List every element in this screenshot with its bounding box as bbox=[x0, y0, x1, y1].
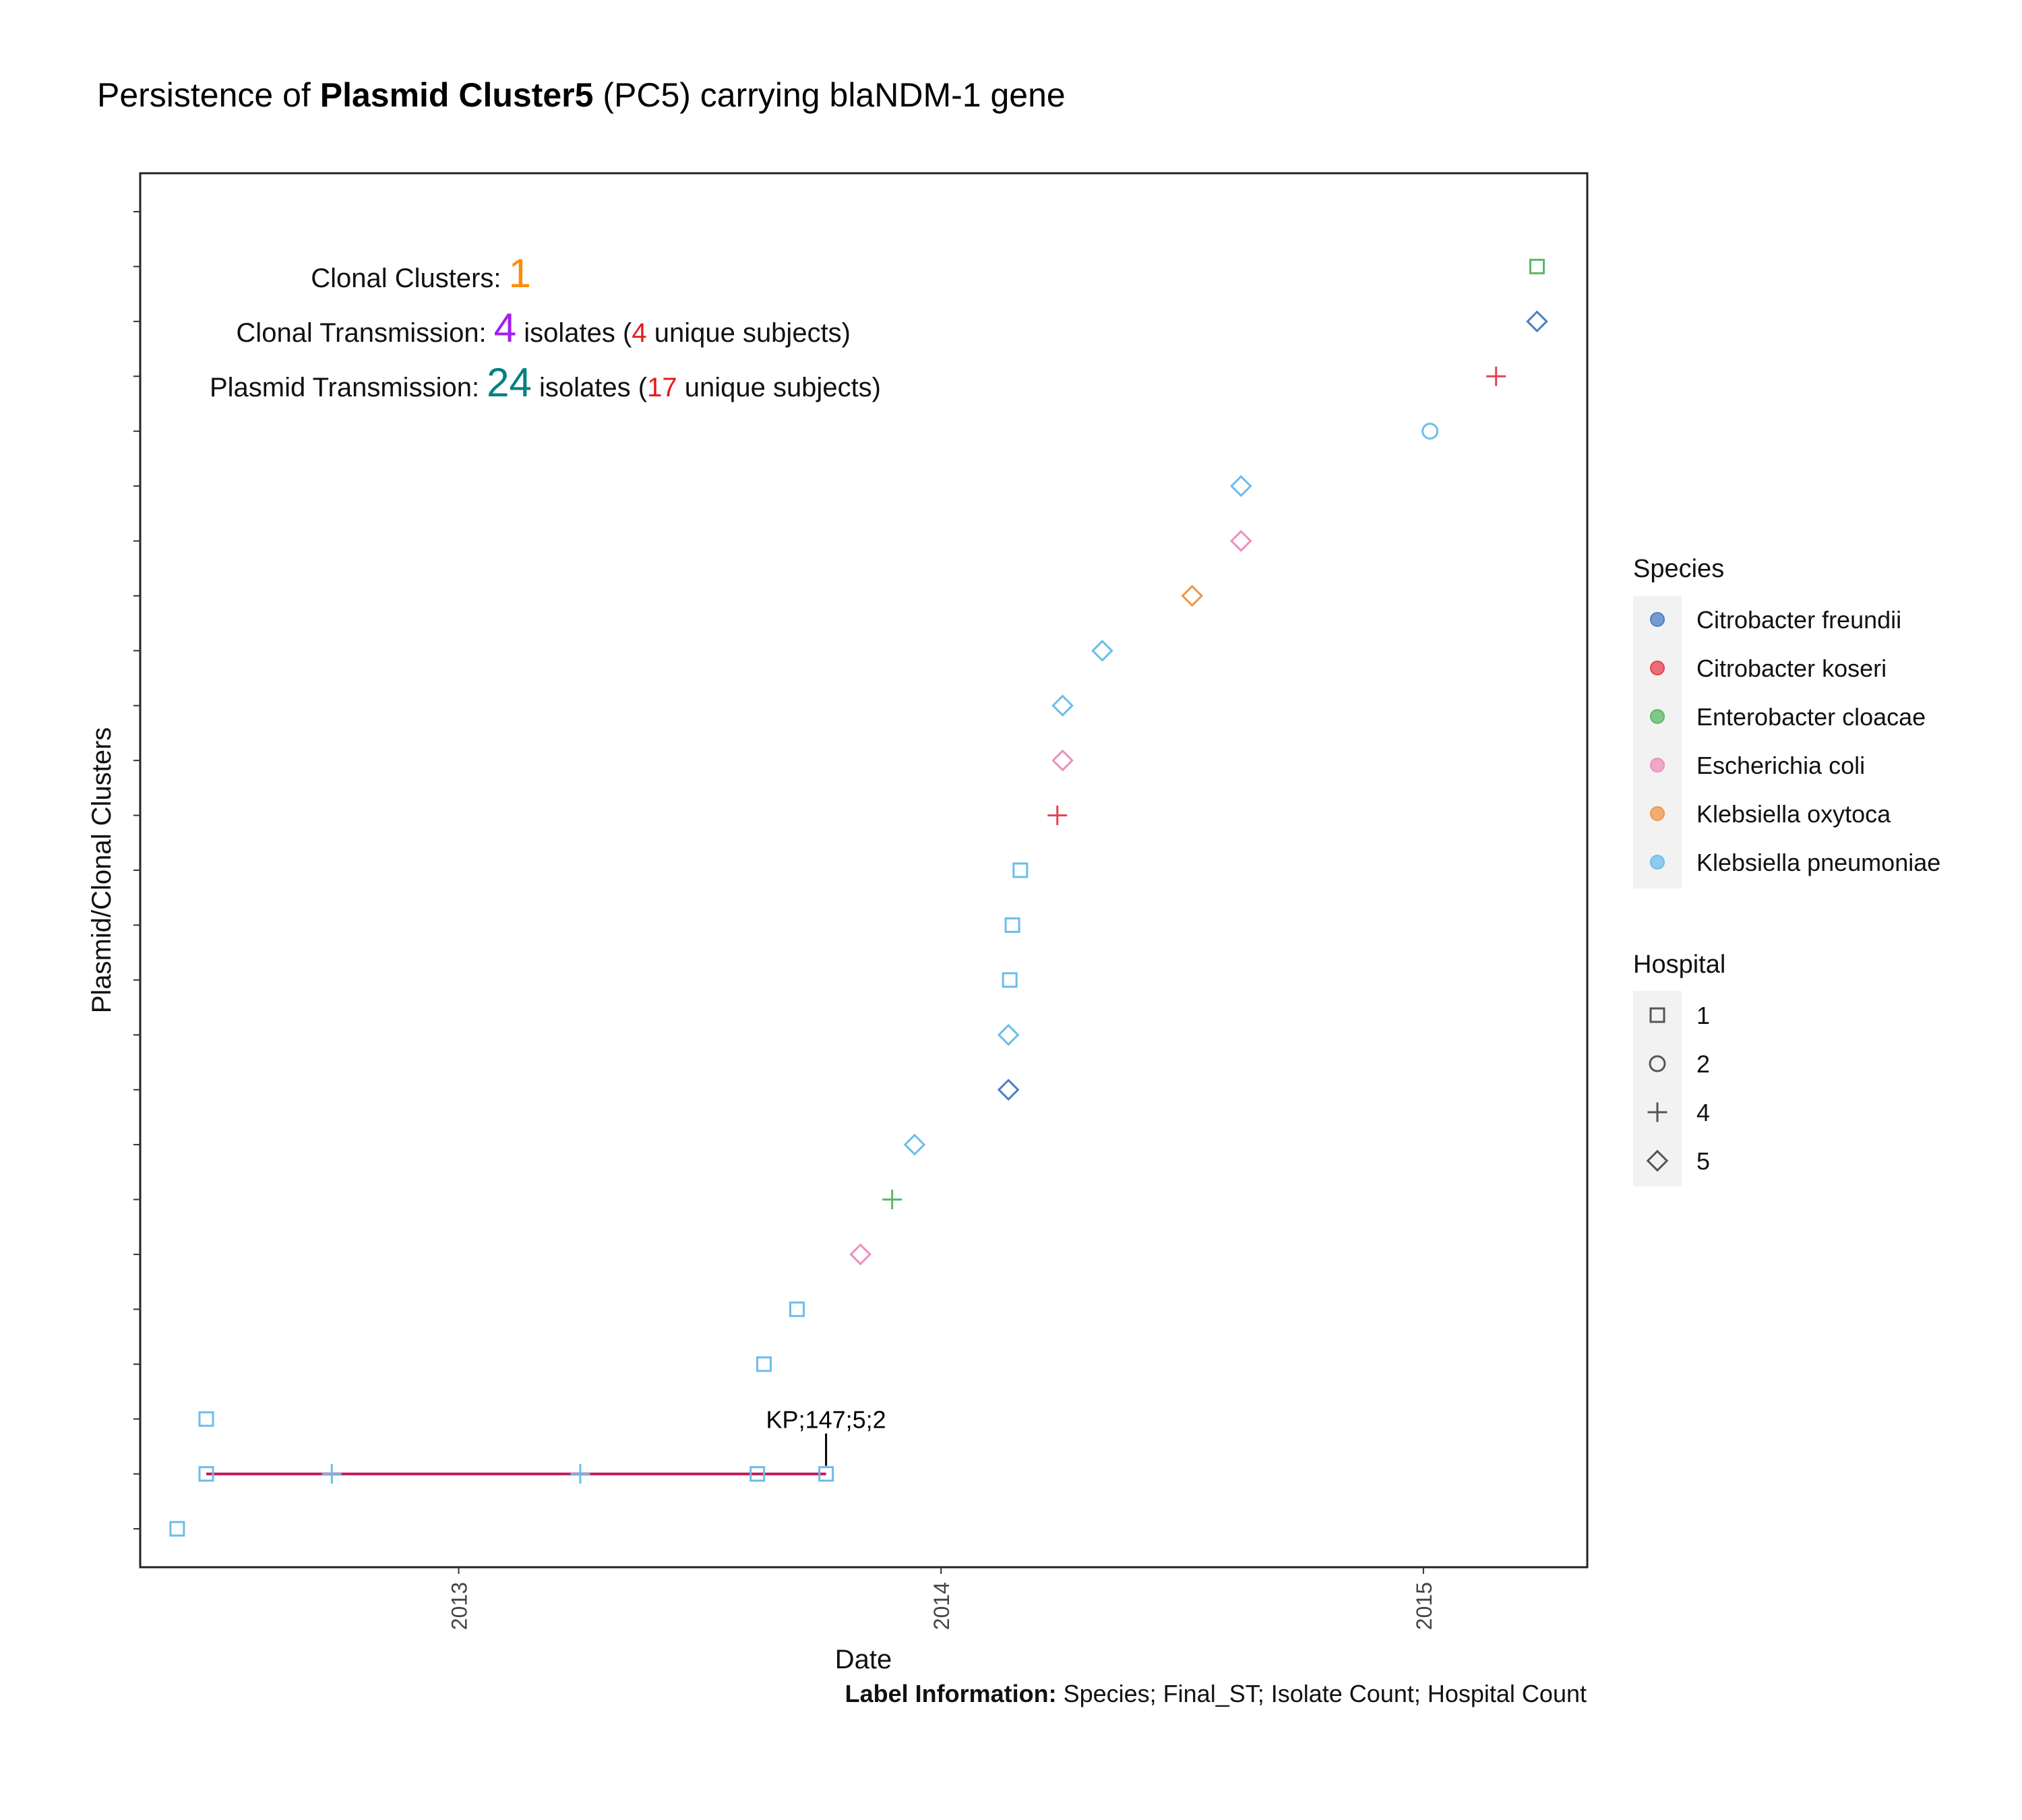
hospital-legend: Hospital 1 2 4 5 bbox=[1633, 950, 1725, 1186]
caption-text: Species; Final_ST; Isolate Count; Hospit… bbox=[1057, 1680, 1587, 1707]
species-legend-label: Escherichia coli bbox=[1696, 752, 1865, 779]
species-legend-label: Citrobacter koseri bbox=[1696, 655, 1887, 682]
data-point bbox=[1486, 366, 1506, 386]
y-axis-ticks bbox=[133, 210, 140, 1530]
y-axis-label: Plasmid/Clonal Clusters bbox=[87, 727, 117, 1014]
x-tick-label: 2015 bbox=[1412, 1582, 1436, 1630]
clonal-transmission-end: unique subjects) bbox=[647, 318, 851, 348]
title-suffix: (PC5) carrying blaNDM-1 gene bbox=[593, 76, 1065, 114]
caption-bold: Label Information: bbox=[845, 1680, 1057, 1707]
data-point bbox=[903, 1133, 926, 1156]
x-tick-label: 2013 bbox=[448, 1582, 472, 1630]
hospital-legend-label: 5 bbox=[1696, 1147, 1710, 1175]
data-point bbox=[997, 1023, 1020, 1046]
x-axis-label: Date bbox=[835, 1645, 892, 1674]
hospital-legend-swatch bbox=[1649, 1055, 1666, 1072]
data-point bbox=[818, 1466, 834, 1482]
data-point bbox=[1002, 972, 1018, 988]
plasmid-transmission-value: 24 bbox=[487, 360, 532, 405]
annotation-plasmid-transmission: Plasmid Transmission: 24 isolates (17 un… bbox=[210, 360, 881, 405]
clonal-clusters-label: Clonal Clusters: bbox=[311, 264, 508, 293]
species-legend-label: Citrobacter freundii bbox=[1696, 606, 1901, 634]
species-legend-title: Species bbox=[1633, 555, 1724, 583]
data-point bbox=[1051, 749, 1074, 772]
clonal-transmission-label: Clonal Transmission: bbox=[236, 318, 493, 348]
species-legend-swatch bbox=[1650, 612, 1665, 627]
species-legend-label: Klebsiella pneumoniae bbox=[1696, 849, 1940, 876]
hospital-legend-swatch bbox=[1646, 1149, 1669, 1172]
plasmid-transmission-mid: isolates ( bbox=[532, 373, 648, 402]
species-legend-swatch bbox=[1650, 709, 1665, 724]
hospital-legend-swatch bbox=[1647, 1102, 1667, 1122]
hospital-legend-label: 1 bbox=[1696, 1002, 1710, 1029]
caption: Label Information: Species; Final_ST; Is… bbox=[845, 1680, 1587, 1707]
species-legend-swatch bbox=[1650, 806, 1665, 821]
hospital-legend-swatch bbox=[1649, 1007, 1665, 1023]
species-legend-swatch bbox=[1650, 661, 1665, 675]
title-prefix: Persistence of bbox=[97, 76, 320, 114]
hospital-legend-label: 2 bbox=[1696, 1050, 1710, 1078]
plasmid-transmission-subjects: 17 bbox=[647, 373, 677, 402]
clonal-transmission-subjects: 4 bbox=[632, 318, 646, 348]
hospital-legend-key-background bbox=[1633, 991, 1682, 1186]
data-point bbox=[1529, 258, 1545, 274]
plasmid-transmission-end: unique subjects) bbox=[677, 373, 881, 402]
hospital-legend-title: Hospital bbox=[1633, 950, 1725, 979]
clonal-transmission-value: 4 bbox=[494, 305, 516, 351]
point-labels: KP;147;5;2 bbox=[766, 1406, 886, 1466]
data-points bbox=[169, 258, 1548, 1537]
species-legend-key-background bbox=[1633, 596, 1682, 888]
data-point bbox=[1421, 423, 1439, 440]
annotation-clonal-transmission: Clonal Transmission: 4 isolates (4 uniqu… bbox=[236, 305, 851, 351]
species-legend: Species Citrobacter freundii Citrobacter … bbox=[1633, 555, 1940, 888]
species-legend-label: Klebsiella oxytoca bbox=[1696, 800, 1891, 828]
data-point bbox=[1181, 584, 1204, 607]
data-point bbox=[849, 1243, 871, 1266]
clonal-clusters-value: 1 bbox=[509, 251, 531, 296]
data-point bbox=[882, 1190, 902, 1209]
chart-title: Persistence of Plasmid Cluster5 (PC5) ca… bbox=[97, 76, 1066, 114]
species-legend-swatch bbox=[1650, 855, 1665, 870]
data-point bbox=[997, 1079, 1020, 1101]
data-point bbox=[570, 1464, 590, 1484]
hospital-legend-label: 4 bbox=[1696, 1099, 1710, 1126]
data-point bbox=[198, 1411, 214, 1427]
data-point bbox=[1091, 640, 1113, 662]
species-legend-label: Enterobacter cloacae bbox=[1696, 703, 1926, 731]
data-point bbox=[198, 1466, 214, 1482]
species-legend-swatch bbox=[1650, 758, 1665, 772]
title-bold: Plasmid Cluster5 bbox=[320, 76, 594, 114]
data-point bbox=[1047, 806, 1068, 826]
data-point bbox=[169, 1521, 185, 1537]
data-point bbox=[321, 1464, 342, 1484]
point-label: KP;147;5;2 bbox=[766, 1406, 886, 1434]
data-point bbox=[1526, 310, 1548, 333]
data-point bbox=[1012, 862, 1029, 878]
data-point bbox=[1229, 475, 1252, 497]
data-point bbox=[789, 1301, 805, 1317]
data-point bbox=[1229, 530, 1252, 552]
plasmid-transmission-label: Plasmid Transmission: bbox=[210, 373, 487, 402]
annotation-clonal-clusters: Clonal Clusters: 1 bbox=[311, 251, 531, 296]
data-point bbox=[1004, 917, 1020, 933]
data-point bbox=[1051, 694, 1074, 717]
x-tick-label: 2014 bbox=[929, 1582, 954, 1630]
clonal-transmission-mid: isolates ( bbox=[516, 318, 632, 348]
x-axis-ticks: 2013 2014 2015 bbox=[448, 1567, 1436, 1630]
data-point bbox=[756, 1356, 772, 1372]
data-point bbox=[749, 1466, 766, 1482]
